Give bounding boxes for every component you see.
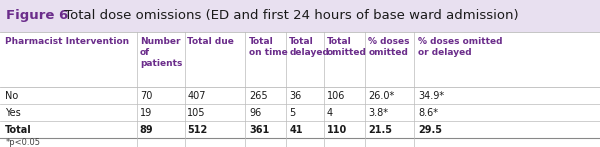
Text: 96: 96 — [249, 108, 261, 118]
Text: Total
delayed: Total delayed — [289, 37, 329, 57]
Text: 3.8*: 3.8* — [368, 108, 388, 118]
Bar — [0, 0, 600, 32]
Text: 265: 265 — [249, 91, 268, 101]
Text: 19: 19 — [140, 108, 152, 118]
Text: 89: 89 — [140, 125, 154, 135]
Text: *p<0.05: *p<0.05 — [6, 138, 41, 147]
Text: % doses
omitted: % doses omitted — [368, 37, 410, 57]
Text: Number
of
patients: Number of patients — [140, 37, 182, 68]
Text: 36: 36 — [289, 91, 301, 101]
Text: 110: 110 — [327, 125, 347, 135]
Text: 361: 361 — [249, 125, 269, 135]
Text: 26.0*: 26.0* — [368, 91, 395, 101]
Text: 4: 4 — [327, 108, 333, 118]
Text: Total
on time: Total on time — [249, 37, 288, 57]
Text: 29.5: 29.5 — [418, 125, 442, 135]
Text: 34.9*: 34.9* — [418, 91, 445, 101]
Text: 105: 105 — [187, 108, 206, 118]
Text: 106: 106 — [327, 91, 346, 101]
Text: 21.5: 21.5 — [368, 125, 392, 135]
Text: 41: 41 — [289, 125, 303, 135]
Text: Total dose omissions (ED and first 24 hours of base ward admission): Total dose omissions (ED and first 24 ho… — [60, 9, 518, 22]
Text: Total due: Total due — [187, 37, 234, 46]
Text: 70: 70 — [140, 91, 152, 101]
Bar — [0, 32, 600, 147]
Text: No: No — [5, 91, 18, 101]
Text: Total
omitted: Total omitted — [327, 37, 367, 57]
Text: Figure 6: Figure 6 — [6, 9, 68, 22]
Text: 512: 512 — [187, 125, 208, 135]
Text: 8.6*: 8.6* — [418, 108, 438, 118]
Text: 5: 5 — [289, 108, 295, 118]
Text: % doses omitted
or delayed: % doses omitted or delayed — [418, 37, 503, 57]
Text: Yes: Yes — [5, 108, 20, 118]
Text: Pharmacist Intervention: Pharmacist Intervention — [5, 37, 129, 46]
Text: 407: 407 — [187, 91, 206, 101]
Text: Total: Total — [5, 125, 32, 135]
